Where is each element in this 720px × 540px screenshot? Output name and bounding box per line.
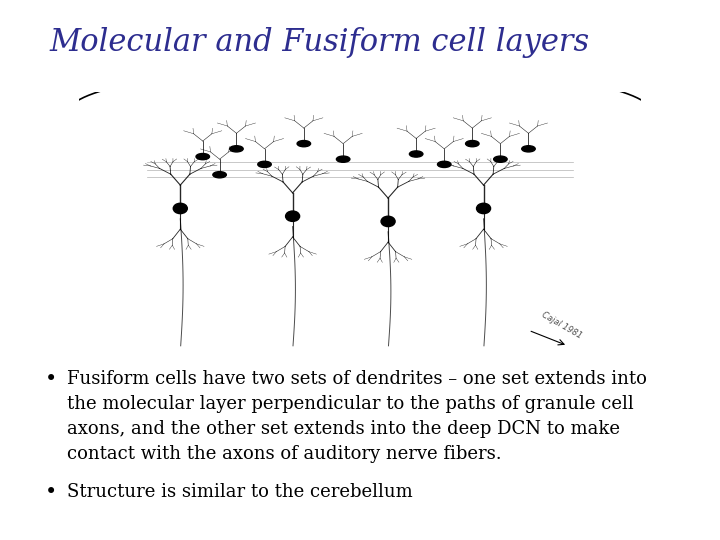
Circle shape bbox=[297, 140, 310, 147]
Circle shape bbox=[230, 146, 243, 152]
Ellipse shape bbox=[477, 203, 490, 214]
Circle shape bbox=[258, 161, 271, 167]
Ellipse shape bbox=[381, 216, 395, 227]
Circle shape bbox=[438, 161, 451, 167]
Circle shape bbox=[522, 146, 535, 152]
Text: Molecular and Fusiform cell layers: Molecular and Fusiform cell layers bbox=[50, 27, 590, 58]
Ellipse shape bbox=[286, 211, 300, 221]
Ellipse shape bbox=[174, 203, 187, 214]
Circle shape bbox=[196, 153, 210, 160]
Circle shape bbox=[494, 156, 507, 163]
Text: •: • bbox=[45, 483, 57, 502]
Circle shape bbox=[466, 140, 479, 147]
Circle shape bbox=[336, 156, 350, 163]
Text: Fusiform cells have two sets of dendrites – one set extends into
the molecular l: Fusiform cells have two sets of dendrite… bbox=[67, 370, 647, 463]
Circle shape bbox=[213, 172, 226, 178]
Text: •: • bbox=[45, 370, 57, 389]
Text: Structure is similar to the cerebellum: Structure is similar to the cerebellum bbox=[67, 483, 413, 501]
Text: Cajal 1981: Cajal 1981 bbox=[540, 310, 583, 340]
Circle shape bbox=[410, 151, 423, 157]
